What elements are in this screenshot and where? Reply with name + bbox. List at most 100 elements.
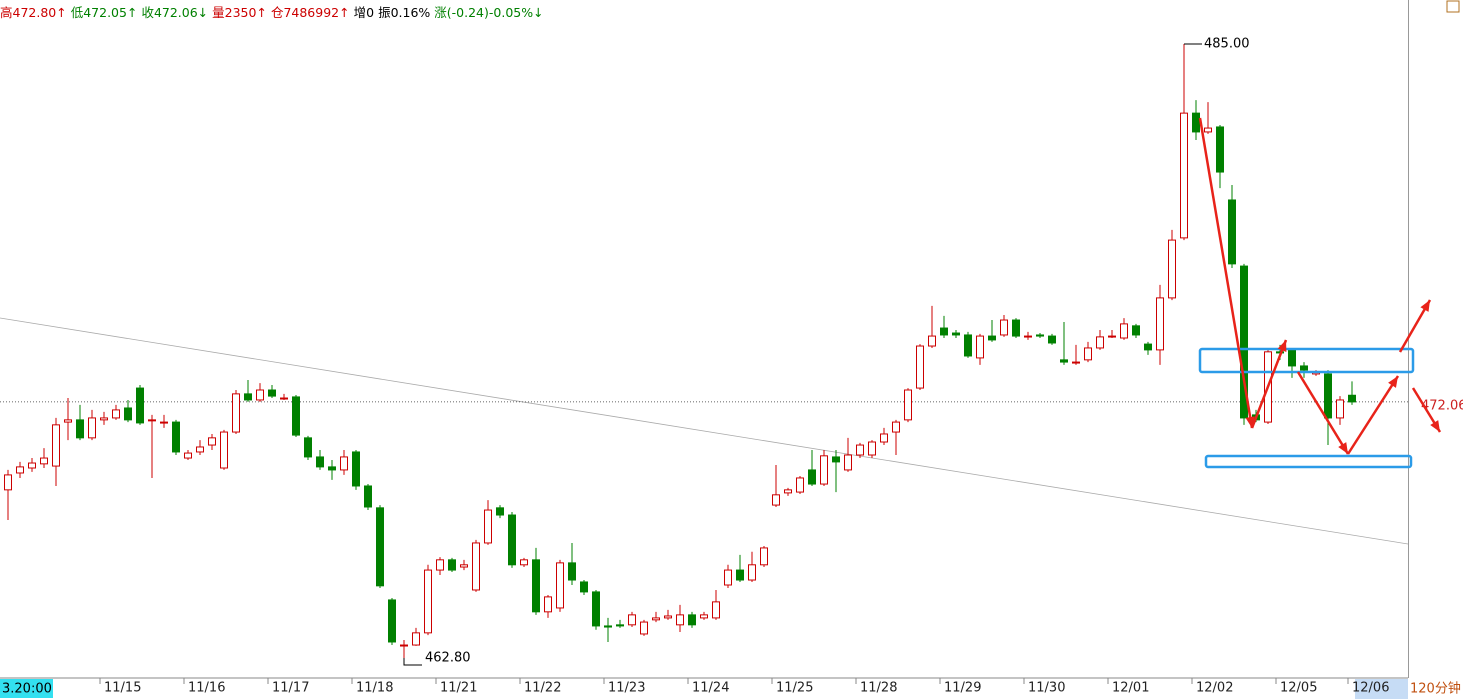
arrow: [1346, 375, 1400, 455]
candle-body: [184, 452, 192, 459]
quote-field: 增0: [353, 5, 375, 20]
candle-body: [328, 466, 336, 471]
candle-body: [784, 489, 792, 494]
candle-body: [928, 335, 936, 347]
quote-field: 收472.06↓: [141, 5, 209, 20]
candle-body: [1036, 334, 1044, 337]
arrow-head: [1388, 376, 1398, 388]
candle-body: [736, 569, 744, 581]
candle-body: [388, 599, 396, 643]
x-tick-label: 11/16: [188, 681, 225, 696]
x-tick-label: 11/23: [608, 681, 645, 696]
trend-line: [0, 317, 1409, 545]
candle-body: [1168, 239, 1176, 299]
last-label: 472.06: [1421, 398, 1463, 413]
candle-body: [1300, 365, 1308, 371]
candle-body: [1072, 361, 1080, 364]
candle-body: [772, 494, 780, 506]
zone-box: [1204, 454, 1413, 469]
candle-body: [892, 421, 900, 433]
candle-body: [676, 614, 684, 626]
x-tick-label: 11/21: [440, 681, 477, 696]
zone-box: [1198, 347, 1415, 374]
candle-body: [1024, 335, 1032, 338]
candle-body: [28, 462, 36, 469]
candle-body: [232, 393, 240, 433]
candle-body: [40, 457, 48, 465]
candle-body: [952, 332, 960, 336]
candle-body: [496, 507, 504, 516]
min-pointer: [403, 658, 422, 666]
candle-body: [832, 456, 840, 463]
candle-body: [1156, 297, 1164, 351]
x-tick-label: 11/29: [944, 681, 981, 696]
candle-body: [316, 456, 324, 468]
candle-body: [424, 569, 432, 634]
candle-body: [520, 559, 528, 566]
candle-body: [160, 421, 168, 424]
x-tick-label: 11/28: [860, 681, 897, 696]
candle-body: [52, 424, 60, 467]
candle-body: [604, 625, 612, 628]
candle-body: [1060, 359, 1068, 363]
x-tick-label: 12/02: [1196, 681, 1233, 696]
x-tick-label: 11/25: [776, 681, 813, 696]
candle-body: [208, 437, 216, 446]
quote-field: 仓7486992↑: [270, 5, 350, 20]
quote-header: 高472.80↑ 低472.05↑ 收472.06↓ 量2350↑ 仓7486992↑ 增…: [0, 2, 548, 21]
arrow: [1250, 339, 1288, 429]
candle-body: [352, 451, 360, 487]
candle-body: [1216, 126, 1224, 173]
candle-body: [1012, 319, 1020, 337]
candle-body: [256, 389, 264, 401]
candle-body: [364, 485, 372, 508]
candle-body: [1108, 335, 1116, 338]
candle-body: [1336, 399, 1344, 419]
candle-body: [556, 562, 564, 609]
candle-body: [856, 444, 864, 456]
candle-body: [484, 509, 492, 544]
x-tick-label: 12/01: [1112, 681, 1149, 696]
x-tick-label: 11/24: [692, 681, 729, 696]
candle-body: [1204, 127, 1212, 133]
candle-body: [124, 407, 132, 421]
candle-body: [568, 562, 576, 581]
candle-body: [796, 477, 804, 493]
candle-body: [304, 437, 312, 458]
x-tick-label: 11/17: [272, 681, 309, 696]
corner-icon[interactable]: [1446, 0, 1460, 13]
max-label: 485.00: [1204, 36, 1250, 51]
candle-body: [988, 335, 996, 341]
period-label: 120分钟: [1410, 681, 1461, 697]
min-label: 462.80: [425, 651, 471, 666]
candle-body: [652, 617, 660, 621]
candle-body: [688, 614, 696, 626]
quote-field: 低472.05↑: [70, 5, 138, 20]
candle-body: [1324, 373, 1332, 419]
candle-body: [88, 417, 96, 439]
candle-body: [844, 454, 852, 471]
candle-body: [532, 559, 540, 613]
candle-body: [1180, 112, 1188, 239]
candle-body: [412, 632, 420, 646]
candle-body: [592, 591, 600, 627]
candle-body: [136, 387, 144, 424]
candle-body: [244, 393, 252, 401]
candle-body: [112, 409, 120, 419]
arrow-head: [1430, 420, 1440, 432]
candle-body: [808, 469, 816, 485]
candle-body: [880, 433, 888, 443]
candle-body: [544, 596, 552, 613]
x-tick-label: 12/06: [1352, 681, 1389, 696]
candle-body: [148, 419, 156, 422]
x-tick-label: 11/15: [104, 681, 141, 696]
x-tick-label: 11/18: [356, 681, 393, 696]
candle-body: [916, 345, 924, 389]
candle-body: [100, 417, 108, 421]
candle-body: [508, 514, 516, 566]
candle-body: [1000, 319, 1008, 336]
candle-body: [1228, 199, 1236, 265]
axis-highlight: [1355, 679, 1408, 699]
